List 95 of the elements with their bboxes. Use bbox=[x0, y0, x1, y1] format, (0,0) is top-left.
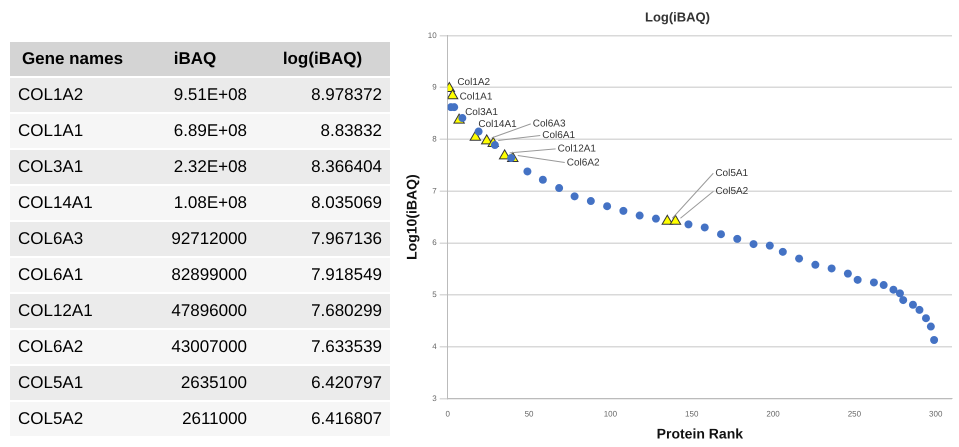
text: 7.633539 bbox=[255, 329, 390, 365]
text: 82899000 bbox=[135, 257, 255, 293]
point bbox=[652, 214, 660, 223]
point bbox=[733, 234, 742, 243]
text: 8.978372 bbox=[255, 77, 390, 113]
x-axis-title: Protein Rank bbox=[656, 425, 744, 442]
y-axis-title: Log10(iBAQ) bbox=[403, 174, 420, 260]
text: COL12A1 bbox=[10, 293, 135, 329]
data-label: Col12A1 bbox=[558, 144, 596, 155]
point bbox=[930, 336, 938, 344]
text: COL6A3 bbox=[10, 221, 135, 257]
point bbox=[586, 197, 595, 206]
point bbox=[619, 206, 628, 215]
point bbox=[870, 278, 878, 286]
point bbox=[795, 254, 804, 263]
x-tick-label: 250 bbox=[848, 410, 862, 419]
x-tick-label: 200 bbox=[766, 410, 780, 419]
point bbox=[896, 289, 904, 298]
point bbox=[603, 202, 612, 210]
text: 6.89E+08 bbox=[135, 113, 255, 149]
y-tick-label: 3 bbox=[432, 394, 438, 403]
text: 92712000 bbox=[135, 221, 255, 257]
y-tick-label: 4 bbox=[432, 342, 438, 351]
data-label: Col6A2 bbox=[566, 157, 600, 168]
x-tick-label: 50 bbox=[524, 410, 534, 419]
point bbox=[766, 242, 774, 250]
point bbox=[828, 264, 836, 272]
point bbox=[555, 184, 564, 192]
data-label: Col3A1 bbox=[465, 106, 498, 118]
text: COL5A2 bbox=[10, 401, 135, 437]
data-label: Col5A2 bbox=[715, 186, 749, 197]
point bbox=[670, 214, 682, 225]
point bbox=[750, 240, 758, 248]
point bbox=[926, 322, 935, 331]
text: 2.32E+08 bbox=[135, 149, 255, 185]
data-label: Col6A1 bbox=[542, 130, 576, 142]
text: 7.967136 bbox=[255, 221, 390, 257]
text: Gene names bbox=[10, 42, 135, 77]
data-label: Col1A1 bbox=[460, 92, 493, 103]
point bbox=[538, 176, 547, 184]
point bbox=[889, 286, 898, 294]
text: log(iBAQ) bbox=[255, 42, 390, 77]
point bbox=[778, 248, 787, 256]
point bbox=[899, 296, 908, 304]
text: 2635100 bbox=[135, 365, 255, 401]
text: 47896000 bbox=[135, 293, 255, 329]
x-tick-label: 100 bbox=[604, 410, 618, 419]
text: 7.680299 bbox=[255, 293, 390, 329]
y-tick-label: 8 bbox=[432, 134, 438, 144]
y-tick-label: 10 bbox=[428, 30, 438, 40]
point bbox=[880, 281, 888, 290]
point bbox=[908, 300, 917, 309]
x-tick-label: 0 bbox=[445, 410, 450, 419]
text: COL6A2 bbox=[10, 329, 135, 365]
text: 8.035069 bbox=[255, 185, 390, 221]
point bbox=[844, 270, 852, 278]
point bbox=[915, 306, 924, 314]
text: 6.420797 bbox=[255, 365, 390, 401]
y-tick-label: 7 bbox=[432, 186, 438, 196]
point bbox=[811, 260, 820, 269]
point bbox=[717, 230, 725, 238]
text: COL1A2 bbox=[10, 77, 135, 113]
text: COL3A1 bbox=[10, 149, 135, 185]
y-tick-label: 6 bbox=[432, 238, 438, 248]
text: iBAQ bbox=[135, 42, 255, 77]
point bbox=[700, 223, 709, 232]
data-label: Col1A2 bbox=[457, 77, 491, 88]
point bbox=[523, 167, 532, 176]
text: COL5A1 bbox=[10, 365, 135, 401]
text: 8.83832 bbox=[255, 113, 390, 149]
x-tick-label: 300 bbox=[929, 410, 943, 419]
text: 2611000 bbox=[135, 401, 255, 437]
point bbox=[448, 89, 458, 100]
point bbox=[570, 192, 579, 200]
text: COL1A1 bbox=[10, 113, 135, 149]
x-tick-label: 150 bbox=[685, 410, 699, 419]
data-label: Col5A1 bbox=[715, 168, 749, 179]
point bbox=[684, 220, 692, 228]
text: 1.08E+08 bbox=[135, 185, 255, 221]
text: 43007000 bbox=[135, 329, 255, 365]
data-label: Col14A1 bbox=[478, 118, 518, 130]
data-label: Col6A3 bbox=[532, 118, 566, 130]
point bbox=[636, 212, 644, 220]
point bbox=[481, 134, 492, 144]
y-tick-label: 5 bbox=[432, 290, 438, 300]
text: COL14A1 bbox=[10, 185, 135, 221]
text: 6.416807 bbox=[255, 401, 390, 437]
point bbox=[854, 276, 862, 284]
text: 7.918549 bbox=[255, 257, 390, 293]
text: 8.366404 bbox=[255, 149, 390, 185]
text: 9.51E+08 bbox=[135, 77, 255, 113]
text: COL6A1 bbox=[10, 257, 135, 293]
y-tick-label: 9 bbox=[432, 82, 438, 92]
point bbox=[922, 314, 930, 322]
chart-title: Log(iBAQ) bbox=[645, 9, 710, 24]
